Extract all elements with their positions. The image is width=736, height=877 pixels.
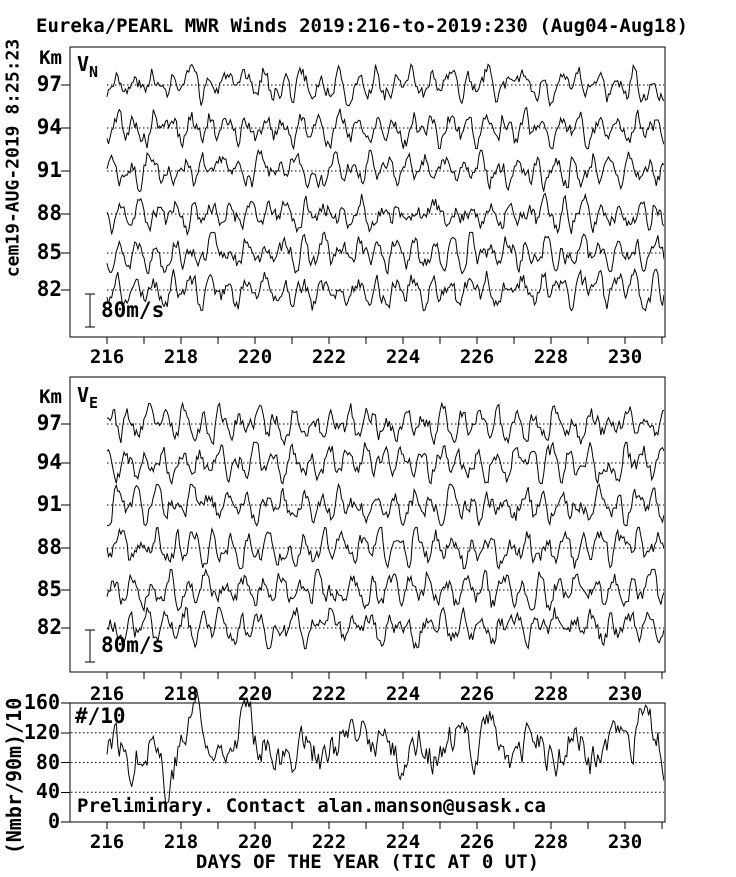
wind-trace-vn-85km [106, 231, 664, 275]
altitude-label-ve-97: 97 [36, 411, 62, 435]
x-tick-label-counts-216: 216 [89, 831, 125, 853]
x-tick-label-vn-222: 222 [311, 346, 347, 368]
altitude-label-ve-94: 94 [36, 450, 62, 474]
ve-main: V [77, 383, 90, 407]
x-tick-label-ve-222: 222 [311, 683, 347, 705]
x-tick-label-vn-226: 226 [459, 346, 495, 368]
x-tick-label-counts-224: 224 [385, 831, 421, 853]
altitude-label-ve-91: 91 [36, 492, 62, 516]
x-tick-label-ve-228: 228 [533, 683, 569, 705]
ve-panel-border [69, 376, 666, 673]
preliminary-contact-note: Preliminary. Contact alan.manson@usask.c… [77, 795, 546, 817]
altitude-label-vn-85: 85 [36, 240, 62, 264]
vn-main: V [77, 52, 90, 76]
altitude-label-vn-82: 82 [36, 277, 62, 301]
km-unit-label-vn: Km [39, 47, 62, 69]
wind-trace-vn-97km [106, 63, 664, 108]
vn-sub: N [89, 63, 99, 81]
wind-trace-vn-88km [106, 192, 664, 237]
x-tick-label-vn-230: 230 [607, 346, 643, 368]
km-unit-label-ve: Km [39, 386, 62, 408]
counts-ytick-label-40: 40 [35, 779, 60, 804]
x-tick-label-ve-216: 216 [89, 683, 125, 705]
altitude-label-vn-94: 94 [36, 115, 62, 139]
wind-trace-ve-97km [106, 401, 664, 447]
wind-trace-ve-94km [106, 441, 664, 486]
counts-panel-border [69, 702, 666, 823]
counts-ytick-label-80: 80 [35, 749, 60, 774]
counts-trace [106, 688, 664, 804]
x-axis-title: DAYS OF THE YEAR (TIC AT 0 UT) [195, 851, 540, 873]
x-tick-label-ve-226: 226 [459, 683, 495, 705]
x-tick-label-ve-218: 218 [163, 683, 199, 705]
x-tick-label-counts-226: 226 [459, 831, 495, 853]
altitude-label-ve-82: 82 [36, 615, 62, 639]
x-tick-label-counts-220: 220 [237, 831, 273, 853]
x-tick-label-vn-224: 224 [385, 346, 421, 368]
altitude-label-vn-88: 88 [36, 201, 62, 225]
x-tick-label-vn-218: 218 [163, 346, 199, 368]
wind-trace-ve-82km [106, 606, 664, 650]
altitude-label-vn-97: 97 [36, 72, 62, 96]
wind-trace-ve-88km [106, 526, 664, 570]
x-tick-label-ve-224: 224 [385, 683, 421, 705]
panel-label-ve: VE [77, 383, 98, 412]
x-tick-label-counts-222: 222 [311, 831, 347, 853]
ve-sub: E [89, 394, 99, 412]
wind-trace-vn-82km [106, 267, 664, 312]
wind-trace-vn-94km [106, 106, 664, 151]
x-tick-label-ve-230: 230 [607, 683, 643, 705]
panel-label-counts: #/10 [75, 704, 126, 728]
altitude-label-vn-91: 91 [36, 158, 62, 182]
wind-trace-ve-91km [107, 482, 664, 527]
scale-bar-label-ve: 80m/s [101, 633, 165, 657]
x-tick-label-vn-216: 216 [89, 346, 125, 368]
x-tick-label-counts-218: 218 [163, 831, 199, 853]
wind-trace-vn-91km [106, 148, 664, 193]
x-tick-label-vn-228: 228 [533, 346, 569, 368]
vn-panel-border [69, 46, 666, 338]
wind-trace-ve-85km [106, 568, 664, 613]
x-tick-label-ve-220: 220 [237, 683, 273, 705]
x-tick-label-counts-228: 228 [533, 831, 569, 853]
altitude-label-ve-85: 85 [36, 577, 62, 601]
counts-ytick-label-160: 160 [23, 690, 60, 714]
x-tick-label-vn-220: 220 [237, 346, 273, 368]
counts-ytick-label-0: 0 [47, 809, 60, 833]
counts-ytick-label-120: 120 [23, 719, 60, 744]
scale-bar-label-vn: 80m/s [101, 298, 165, 322]
page-title: Eureka/PEARL MWR Winds 2019:216-to-2019:… [36, 15, 689, 37]
altitude-label-ve-88: 88 [36, 535, 62, 559]
panel-label-vn: VN [77, 52, 98, 81]
x-tick-label-counts-230: 230 [607, 831, 643, 853]
